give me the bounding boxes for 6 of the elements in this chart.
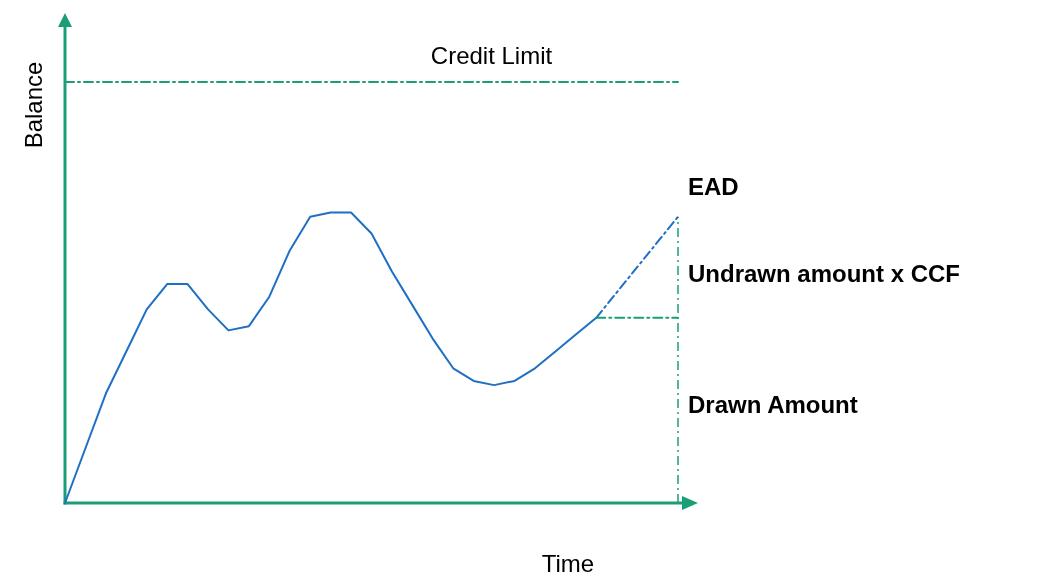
- y-axis-title: Balance: [20, 61, 47, 149]
- annotation: Drawn Amount: [688, 391, 858, 419]
- x-axis-title: Time: [541, 550, 595, 577]
- annotation: Undrawn amount x CCF: [688, 260, 961, 288]
- series-label: Credit Limit: [430, 42, 553, 69]
- annotation: EAD: [688, 173, 739, 201]
